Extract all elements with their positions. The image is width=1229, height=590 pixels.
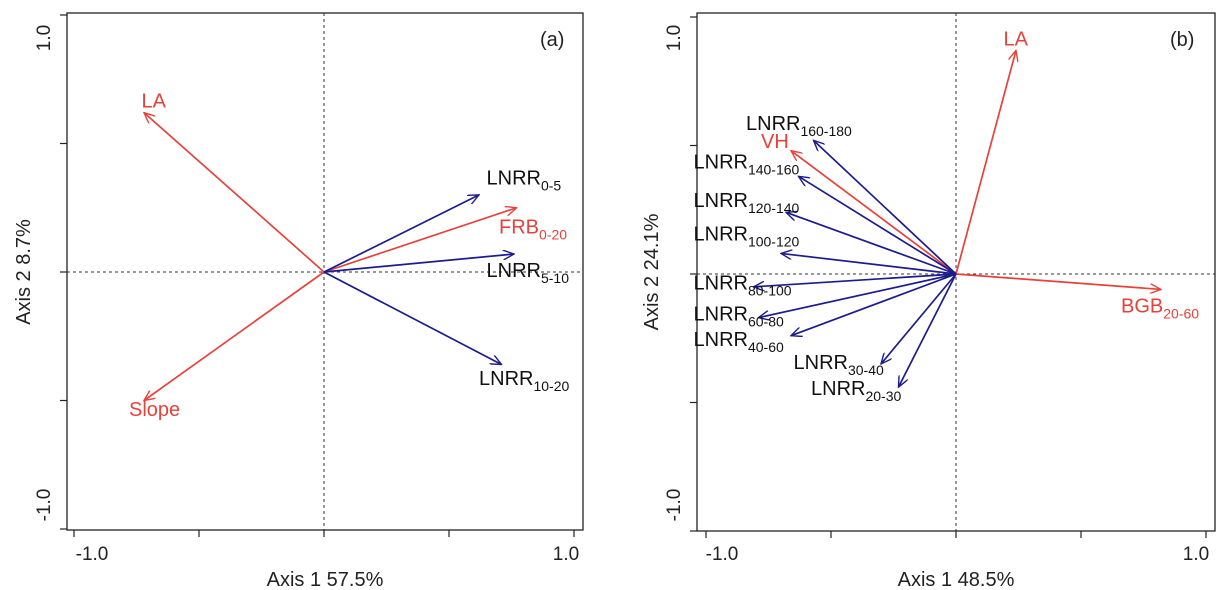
vector-label-base: LA xyxy=(1004,28,1029,50)
vector-arrow-lnrr-140-160 xyxy=(799,176,957,275)
vector-label-slope: Slope xyxy=(129,399,180,421)
vector-label-subscript: 20-60 xyxy=(1163,306,1199,322)
panel-b-xtick-min: -1.0 xyxy=(706,544,739,565)
vector-label-lnrr-40-60: LNRR40-60 xyxy=(694,329,784,355)
panel-b: (b) Axis 1 48.5% Axis 2 24.1% -1.0 1.0 1… xyxy=(641,12,1216,590)
panel-b-label: (b) xyxy=(1170,29,1194,51)
vector-arrow-lnrr-30-40 xyxy=(881,273,957,364)
vector-arrow-la xyxy=(955,50,1016,275)
vector-label-lnrr-120-140: LNRR120-140 xyxy=(694,190,800,216)
vector-label-base: LNRR xyxy=(694,303,748,325)
vector-label-base: FRB xyxy=(499,216,539,238)
vector-label-lnrr-80-100: LNRR80-100 xyxy=(694,272,792,298)
vector-label-base: VH xyxy=(761,131,789,153)
vector-arrow-la xyxy=(144,113,325,273)
vector-label-frb-0-20: FRB0-20 xyxy=(499,216,567,242)
vector-label-base: LNRR xyxy=(794,352,848,374)
vector-label-subscript: 0-20 xyxy=(539,226,567,242)
vector-arrow-frb-0-20 xyxy=(323,208,517,273)
vector-label-subscript: 5-10 xyxy=(541,270,569,286)
vector-label-vh: VH xyxy=(761,131,789,153)
panel-a-xtick-max: 1.0 xyxy=(553,544,579,565)
panel-a-xlabel: Axis 1 57.5% xyxy=(267,569,384,590)
panel-b-ytick-max: 1.0 xyxy=(664,25,685,51)
vector-label-subscript: 120-140 xyxy=(748,200,800,216)
panel-a-ytick-min: -1.0 xyxy=(34,489,55,522)
vector-label-subscript: 0-5 xyxy=(541,178,561,194)
vector-arrow-slope xyxy=(144,271,325,401)
vector-label-base: LNRR xyxy=(694,152,748,174)
panel-a-ticks xyxy=(60,14,575,537)
vector-label-lnrr-10-20: LNRR10-20 xyxy=(479,368,569,394)
vector-label-subscript: 160-180 xyxy=(800,123,852,139)
vector-arrow-lnrr-10-20 xyxy=(323,271,502,365)
vector-arrow-vh xyxy=(791,151,957,275)
vector-arrow-lnrr-100-120 xyxy=(781,253,957,275)
vector-arrow-lnrr-120-140 xyxy=(786,212,957,275)
panel-b-xtick-max: 1.0 xyxy=(1183,544,1209,565)
vector-arrow-lnrr-40-60 xyxy=(791,273,957,336)
vector-label-base: Slope xyxy=(129,399,180,421)
panel-a-label: (a) xyxy=(540,29,564,51)
panel-b-ylabel: Axis 2 24.1% xyxy=(641,213,663,330)
vector-arrow-lnrr-0-5 xyxy=(323,194,479,273)
vector-label-lnrr-20-30: LNRR20-30 xyxy=(811,378,901,404)
vector-label-base: BGB xyxy=(1121,296,1163,318)
vector-label-lnrr-160-180: LNRR160-180 xyxy=(746,113,852,139)
vector-label-lnrr-5-10: LNRR5-10 xyxy=(487,260,570,286)
vector-label-base: LNRR xyxy=(487,260,541,282)
panel-b-ticks xyxy=(690,16,1207,538)
vector-label-base: LNRR xyxy=(479,368,533,390)
vector-label-base: LA xyxy=(142,91,167,113)
vector-label-lnrr-100-120: LNRR100-120 xyxy=(694,224,800,250)
panel-a-xtick-min: -1.0 xyxy=(76,544,109,565)
vector-arrow-lnrr-20-30 xyxy=(899,273,957,387)
vector-label-base: LNRR xyxy=(694,224,748,246)
vector-label-lnrr-0-5: LNRR0-5 xyxy=(487,168,562,194)
vector-label-base: LNRR xyxy=(811,378,865,400)
vector-label-base: LNRR xyxy=(694,190,748,212)
vector-arrow-bgb-20-60 xyxy=(955,273,1161,289)
panel-a: (a) Axis 1 57.5% Axis 2 8.7% -1.0 1.0 1.… xyxy=(13,12,584,590)
panel-a-ytick-max: 1.0 xyxy=(34,25,55,51)
vector-label-subscript: 80-100 xyxy=(748,282,792,298)
vector-label-lnrr-60-80: LNRR60-80 xyxy=(694,303,784,329)
vector-arrow-lnrr-160-180 xyxy=(814,140,957,275)
vector-arrow-lnrr-5-10 xyxy=(323,254,514,273)
vector-label-subscript: 20-30 xyxy=(865,388,901,404)
vector-label-la: LA xyxy=(142,91,167,113)
vector-label-subscript: 40-60 xyxy=(748,339,784,355)
panel-b-xlabel: Axis 1 48.5% xyxy=(898,569,1015,590)
vector-label-lnrr-140-160: LNRR140-160 xyxy=(694,152,800,178)
vector-label-base: LNRR xyxy=(694,329,748,351)
vector-label-la: LA xyxy=(1004,28,1029,50)
panel-a-ylabel: Axis 2 8.7% xyxy=(13,219,35,325)
vector-arrow-lnrr-80-100 xyxy=(754,273,957,287)
vector-label-base: LNRR xyxy=(487,168,541,190)
panel-b-vectors: LAVHBGB20-60LNRR160-180LNRR140-160LNRR12… xyxy=(694,28,1200,404)
vector-arrow-lnrr-60-80 xyxy=(759,273,957,318)
vector-label-subscript: 140-160 xyxy=(748,162,800,178)
vector-label-base: LNRR xyxy=(694,272,748,294)
vector-label-subscript: 60-80 xyxy=(748,313,784,329)
vector-label-subscript: 30-40 xyxy=(848,362,884,378)
vector-label-base: LNRR xyxy=(746,113,800,135)
vector-label-subscript: 10-20 xyxy=(533,378,569,394)
panel-b-ytick-min: -1.0 xyxy=(664,489,685,522)
vector-label-subscript: 100-120 xyxy=(748,234,800,250)
vector-label-lnrr-30-40: LNRR30-40 xyxy=(794,352,884,378)
vector-label-bgb-20-60: BGB20-60 xyxy=(1121,296,1199,322)
